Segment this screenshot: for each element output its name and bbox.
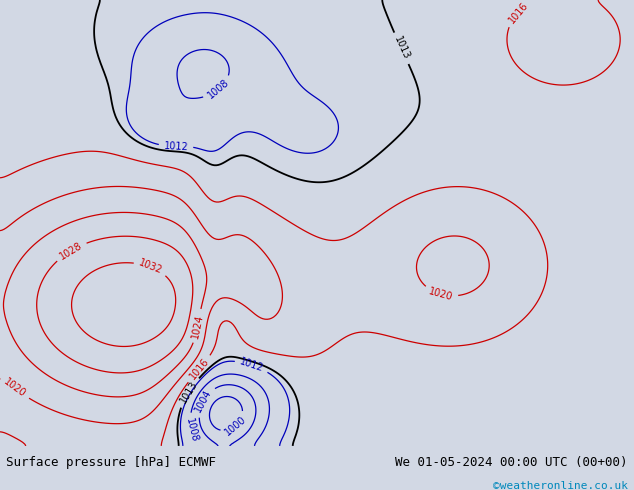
Text: 1016: 1016	[507, 0, 530, 25]
Text: 1000: 1000	[223, 415, 249, 438]
Text: Surface pressure [hPa] ECMWF: Surface pressure [hPa] ECMWF	[6, 456, 216, 469]
Text: 1016: 1016	[188, 356, 211, 382]
Text: 1004: 1004	[193, 388, 214, 414]
Text: 1032: 1032	[137, 258, 164, 276]
Text: We 01-05-2024 00:00 UTC (00+00): We 01-05-2024 00:00 UTC (00+00)	[395, 456, 628, 469]
Text: 1024: 1024	[190, 313, 205, 339]
Text: 1013: 1013	[392, 35, 411, 62]
Text: ©weatheronline.co.uk: ©weatheronline.co.uk	[493, 481, 628, 490]
Text: 1020: 1020	[428, 286, 454, 302]
Text: 1020: 1020	[2, 377, 28, 400]
Text: 1008: 1008	[184, 416, 199, 443]
Text: 1012: 1012	[164, 141, 188, 152]
Text: 1012: 1012	[238, 357, 265, 374]
Text: 1028: 1028	[58, 240, 84, 261]
Text: 1013: 1013	[178, 379, 199, 405]
Text: 1008: 1008	[206, 77, 231, 101]
